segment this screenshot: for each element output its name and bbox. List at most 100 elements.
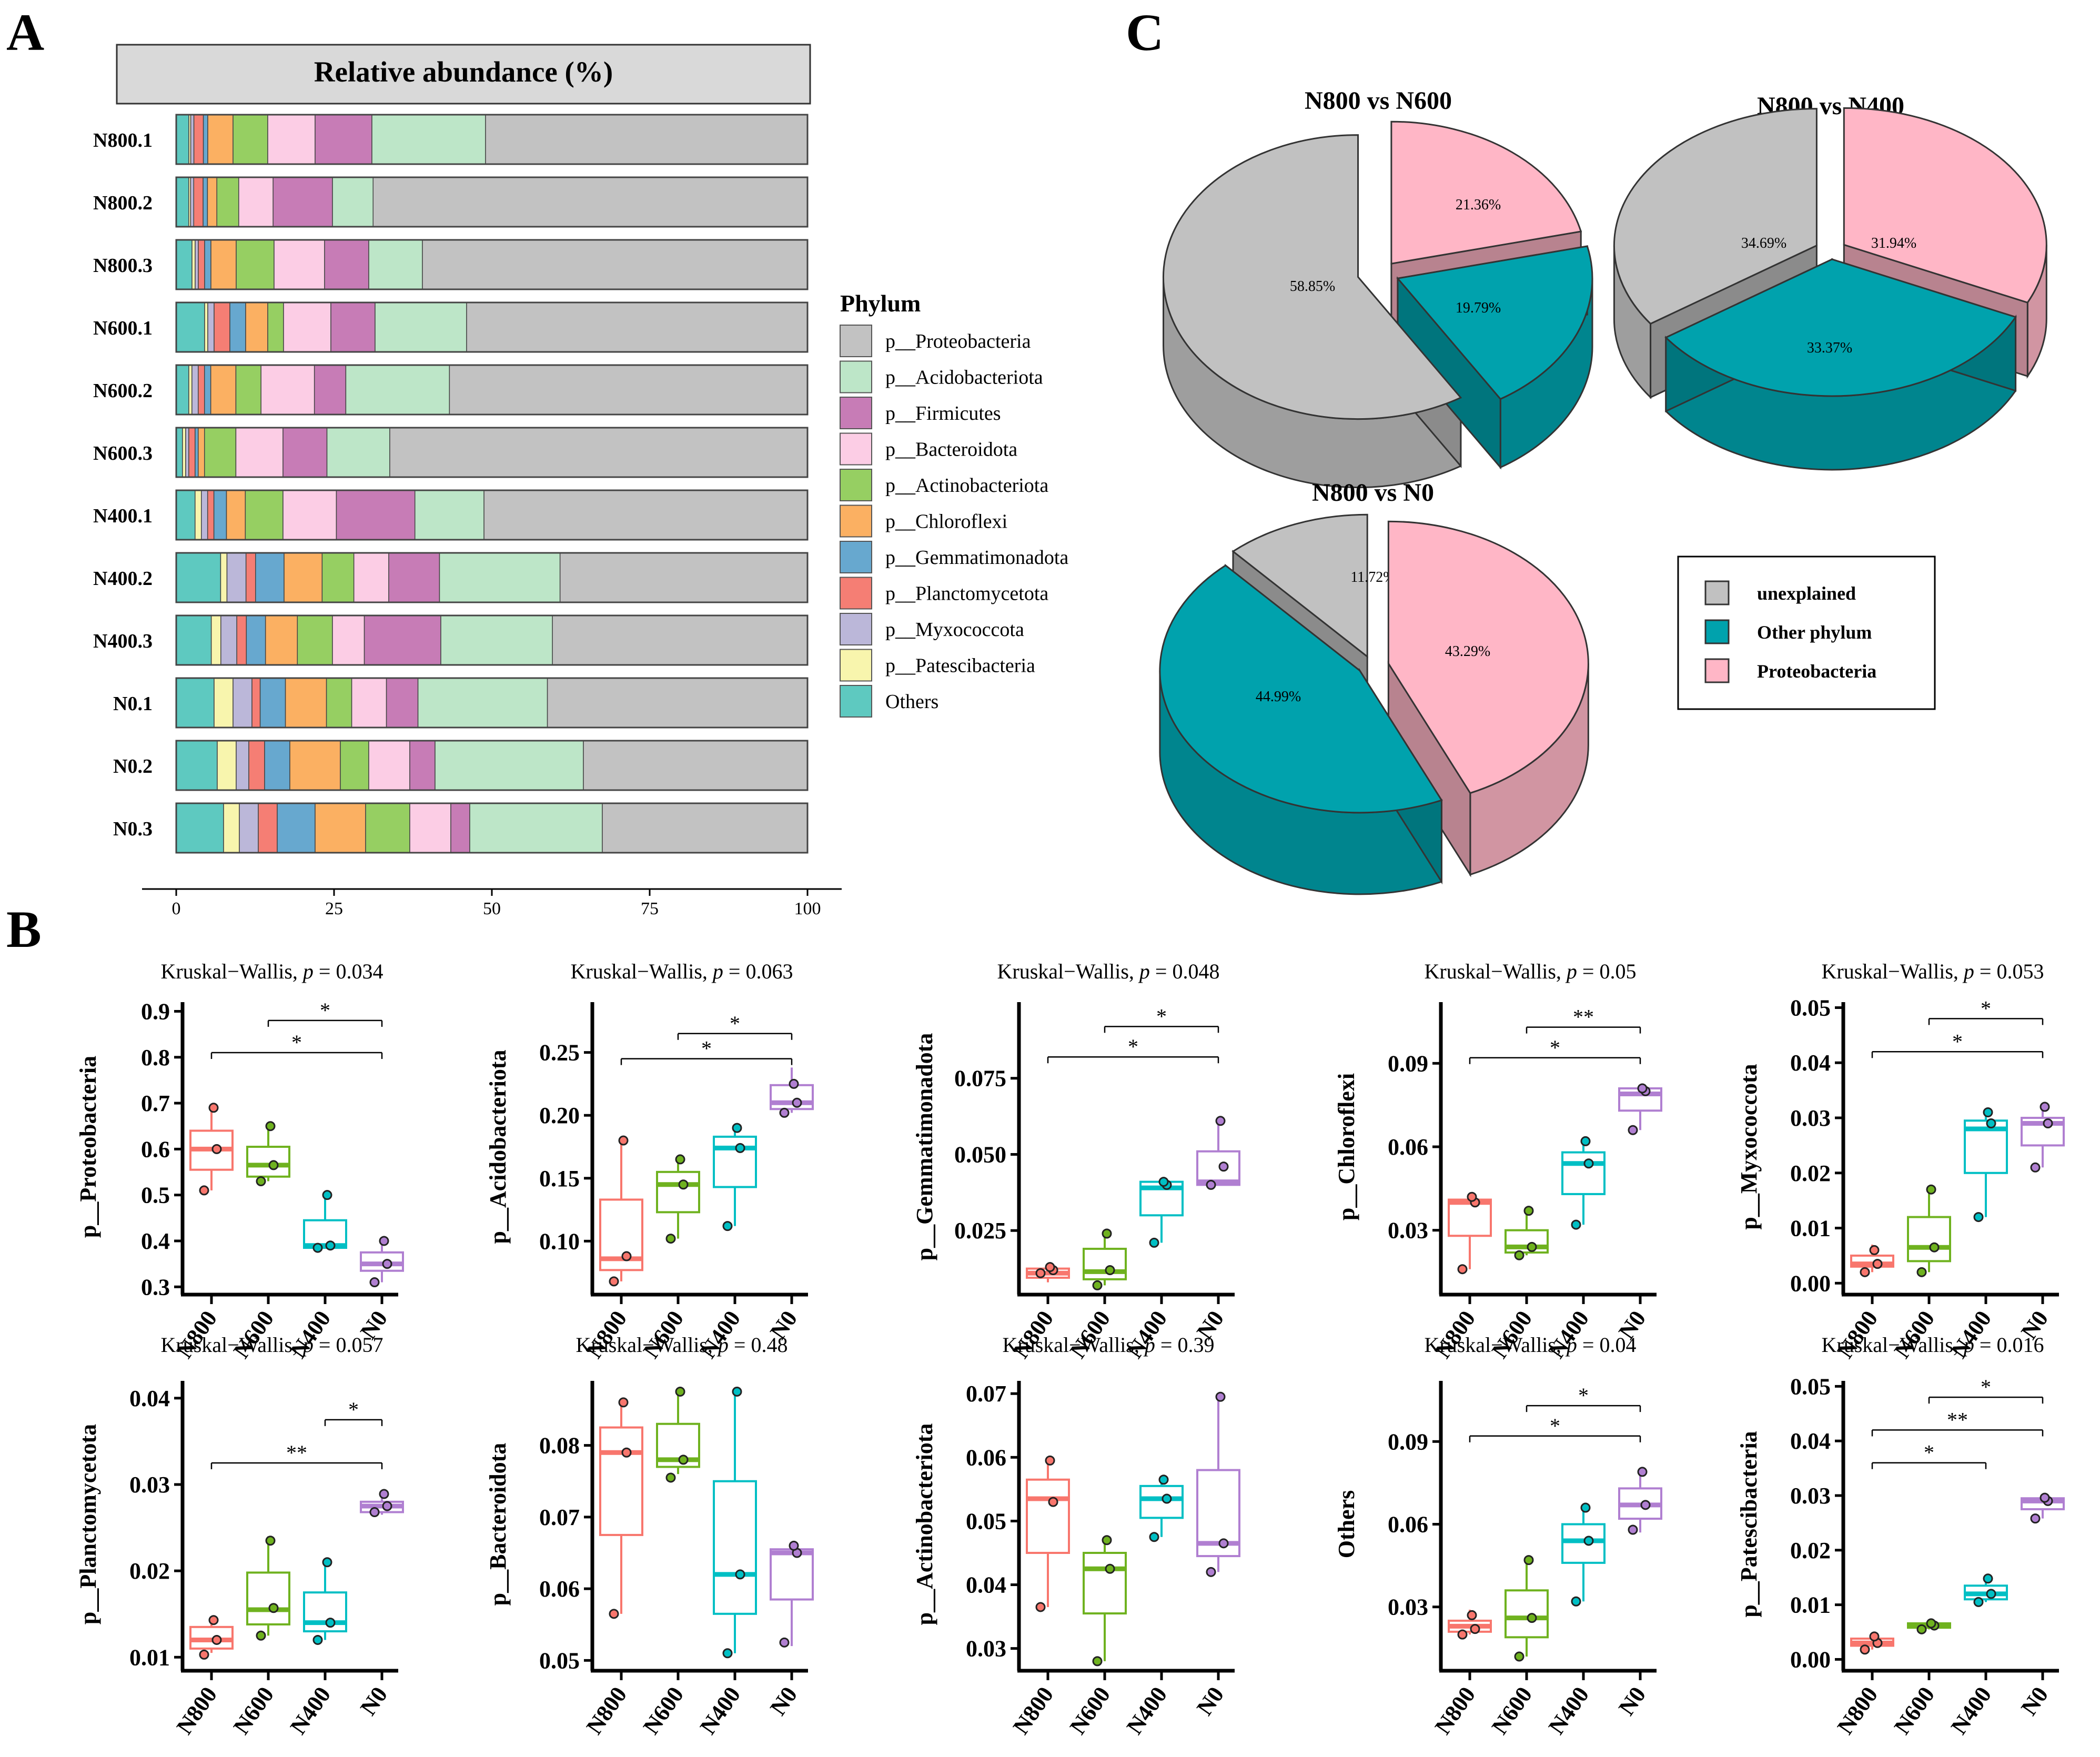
bar-seg-N600-3-planctomycetota: [188, 427, 196, 478]
data-point: [1916, 1624, 1927, 1634]
y-tick-label-myxococcota-1: 0.01: [1790, 1216, 1831, 1241]
data-point: [369, 1277, 380, 1288]
bar-seg-N600-1-proteobacteria: [466, 302, 808, 352]
legend-label-patescibacteria: p__Patescibacteria: [885, 655, 1035, 677]
box-others-n600: [1505, 1555, 1549, 1662]
bar-seg-N400-2-patescibacteria: [220, 552, 228, 603]
data-point: [256, 1630, 266, 1641]
pie-value-n800-n0-proteobacteria: 43.29%: [1445, 643, 1490, 660]
bar-seg-N600-2-proteobacteria: [449, 365, 808, 415]
bar-seg-N0-1-acidobacteriota: [417, 678, 548, 728]
legend-label-proteobacteria: p__Proteobacteria: [885, 330, 1031, 352]
bar-seg-N600-1-firmicutes: [330, 302, 376, 352]
bar-seg-N400-3-myxococcota: [220, 615, 237, 665]
y-tick-label-patescibacteria-0: 0.00: [1790, 1647, 1831, 1672]
bar-seg-N0-3-firmicutes: [450, 803, 470, 853]
sig-label: *: [1128, 1035, 1138, 1058]
box-actinobacteriota-n600: [1083, 1535, 1127, 1667]
y-label-gemmatimonadota: p__Gemmatimonadota: [912, 1033, 937, 1261]
data-point: [1637, 1467, 1648, 1477]
data-point: [312, 1243, 323, 1253]
y-tick-label-chloroflexi-0: 0.03: [1388, 1218, 1428, 1244]
bar-seg-N600-1-bacteroidota: [283, 302, 331, 352]
box-iqr: [1196, 1150, 1240, 1186]
y-label-myxococcota: p__Myxococcota: [1736, 1064, 1762, 1229]
data-point: [322, 1190, 332, 1200]
legend-swatch-proteobacteria: [840, 325, 872, 357]
box-patescibacteria-n800: [1850, 1631, 1894, 1655]
pie-legend-swatch-proteobacteria: [1704, 658, 1730, 683]
data-point: [1916, 1267, 1927, 1277]
data-point: [199, 1185, 209, 1196]
box-bacteroidota-n600: [656, 1386, 700, 1483]
boxplot-acidobacteriota: Kruskal−Wallis, p = 0.063 0.10 0.15 0.20 0.2…: [485, 960, 814, 1363]
data-point: [2040, 1102, 2050, 1112]
pie-value-n800-n400-unexplained: 34.69%: [1741, 235, 1786, 251]
boxplot-planctomycetota: Kruskal−Wallis, p = 0.057 0.01 0.02 0.03 0.0…: [75, 1333, 404, 1739]
box-acidobacteriota-n600: [656, 1154, 700, 1244]
data-point: [609, 1276, 619, 1287]
box-others-n0: [1618, 1467, 1662, 1535]
bar-seg-N0-2-acidobacteriota: [435, 740, 584, 791]
bar-seg-N0-2-planctomycetota: [248, 740, 265, 791]
bar-seg-N400-2-actinobacteriota: [321, 552, 355, 603]
bar-seg-N0-1-myxococcota: [233, 678, 253, 728]
bar-seg-N0-2-bacteroidota: [368, 740, 410, 791]
x-tick-label-100: 100: [794, 899, 821, 918]
bar-seg-N400-2-gemmatimonadota: [255, 552, 285, 603]
bar-seg-N800-1-myxococcota: [190, 114, 195, 165]
bar-seg-N800-3-others: [176, 239, 193, 290]
data-point: [1158, 1177, 1169, 1187]
box-proteobacteria-n600: [246, 1121, 290, 1186]
y-label-bacteroidota: p__Bacteroidota: [485, 1443, 511, 1606]
pie-value-n800-n400-other-phylum: 33.37%: [1807, 340, 1852, 356]
data-point: [1457, 1629, 1468, 1640]
data-point: [789, 1540, 799, 1551]
data-point: [1583, 1536, 1594, 1546]
data-point: [211, 1144, 222, 1154]
bar-seg-N600-1-actinobacteriota: [267, 302, 284, 352]
data-point: [1206, 1567, 1216, 1577]
bar-outline-N800-2: [175, 176, 809, 228]
box-gemmatimonadota-n0: [1196, 1116, 1240, 1190]
data-point: [1860, 1644, 1870, 1655]
data-point: [325, 1618, 336, 1628]
bar-label-N0-1: N0.1: [113, 693, 153, 715]
bar-seg-N600-3-myxococcota: [185, 427, 189, 478]
sig-label: *: [730, 1012, 740, 1035]
bar-label-N600-3: N600.3: [93, 442, 153, 465]
legend-label-acidobacteriota: p__Acidobacteriota: [885, 367, 1043, 389]
data-point: [1514, 1250, 1524, 1260]
legend-swatch-patescibacteria: [840, 649, 872, 682]
y-tick-label-myxococcota-2: 0.02: [1790, 1160, 1831, 1186]
data-point: [678, 1179, 689, 1190]
bar-seg-N0-3-gemmatimonadota: [277, 803, 316, 853]
bar-seg-N600-2-others: [176, 365, 189, 415]
x-tick-label-others-n800: N800: [1430, 1682, 1480, 1739]
sig-label: *: [1952, 1029, 1963, 1053]
bar-seg-N0-1-gemmatimonadota: [259, 678, 286, 728]
y-tick-label-chloroflexi-1: 0.06: [1388, 1134, 1428, 1160]
panel-label-b: B: [6, 900, 42, 958]
bar-seg-N600-3-others: [176, 427, 183, 478]
y-tick-label-proteobacteria-3: 0.6: [141, 1136, 170, 1162]
data-point: [1092, 1280, 1103, 1290]
bar-outline-N0-3: [175, 802, 809, 854]
data-point: [1628, 1524, 1638, 1535]
legend-swatch-chloroflexi: [840, 504, 872, 538]
box-myxococcota-n800: [1850, 1244, 1894, 1277]
y-tick-label-bacteroidota-2: 0.07: [539, 1504, 580, 1530]
sig-label: *: [291, 1031, 302, 1054]
pie-slice-n800-n600-other-phylum: [1396, 245, 1593, 400]
sig-label: *: [1924, 1441, 1934, 1465]
bar-outline-N600-2: [175, 364, 809, 416]
data-point: [1986, 1589, 1996, 1599]
data-point: [382, 1259, 392, 1269]
data-point: [665, 1234, 676, 1244]
y-tick-label-others-0: 0.03: [1388, 1594, 1428, 1620]
bar-seg-N800-3-myxococcota: [195, 239, 199, 290]
data-point: [1527, 1241, 1537, 1252]
y-label-proteobacteria: p__Proteobacteria: [75, 1056, 101, 1238]
data-point: [1580, 1502, 1591, 1513]
